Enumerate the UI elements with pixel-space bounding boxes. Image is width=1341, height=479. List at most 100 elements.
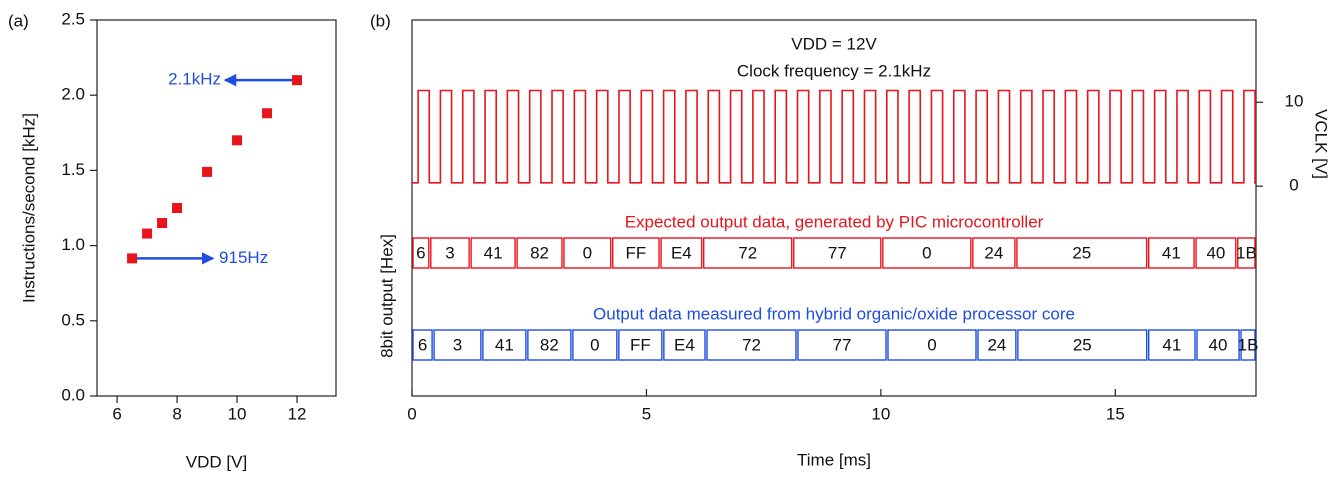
- bus-segment: [1147, 237, 1195, 269]
- x-tick-label: 10: [228, 404, 247, 423]
- bus-value: 24: [987, 335, 1006, 354]
- chart-title: VDD = 12V: [791, 34, 877, 53]
- y-tick-label: 2.5: [61, 9, 85, 28]
- bus-segment: [1016, 237, 1148, 269]
- bus-segment: [412, 329, 433, 361]
- bus-value: 0: [922, 243, 931, 262]
- y2-tick-label: 10: [1285, 92, 1304, 111]
- bus-segment: [663, 329, 706, 361]
- x-tick-label: 8: [172, 404, 181, 423]
- bus-segment: [972, 237, 1016, 269]
- y2-axis-label: VCLK [V]: [1312, 109, 1331, 179]
- bus-value: 41: [495, 335, 514, 354]
- bus-name: Expected output data, generated by PIC m…: [625, 212, 1044, 231]
- bus-segment: [572, 329, 618, 361]
- data-point: [292, 75, 303, 86]
- x-axis-label: Time [ms]: [797, 450, 871, 469]
- x-tick-label: 15: [1106, 404, 1125, 423]
- bus-value: E4: [674, 335, 695, 354]
- chart-subtitle: Clock frequency = 2.1kHz: [737, 61, 931, 80]
- bus-value: 0: [583, 243, 592, 262]
- panel-label: (a): [8, 11, 29, 30]
- data-point: [157, 218, 168, 229]
- y-tick-label: 1.0: [61, 235, 85, 254]
- bus-name: Output data measured from hybrid organic…: [593, 304, 1075, 323]
- bus-segment: [797, 329, 887, 361]
- x-tick-label: 10: [871, 404, 890, 423]
- bus-segment: [1240, 329, 1256, 361]
- bus-value: 0: [590, 335, 599, 354]
- plot-frame: [96, 19, 337, 397]
- bus-segment: [793, 237, 882, 269]
- x-tick-label: 12: [288, 404, 307, 423]
- bus-value: 40: [1209, 335, 1228, 354]
- y-tick-label: 2.0: [61, 85, 85, 104]
- bus-value: 25: [1073, 335, 1092, 354]
- bus-segment: [433, 329, 482, 361]
- y-axis-label: Instructions/second [kHz]: [19, 113, 38, 303]
- bus-segment: [1147, 329, 1196, 361]
- bus-segment: [660, 237, 703, 269]
- bus-segment: [706, 329, 797, 361]
- annotation-text: 915Hz: [219, 248, 268, 267]
- bus-value: 1B: [1238, 335, 1259, 354]
- bus-segment: [482, 329, 527, 361]
- bus-value: 6: [416, 243, 425, 262]
- bus-value: 25: [1072, 243, 1091, 262]
- x-axis-label: VDD [V]: [186, 452, 247, 471]
- bus-segment: [887, 329, 977, 361]
- bus-segment: [618, 329, 663, 361]
- bus-segment: [703, 237, 793, 269]
- bus-value: 3: [445, 243, 454, 262]
- y-tick-label: 1.5: [61, 160, 85, 179]
- bus-segment: [1017, 329, 1148, 361]
- data-point: [142, 228, 153, 239]
- bus-segment: [977, 329, 1017, 361]
- bus-value: FF: [630, 335, 651, 354]
- bus-segment: [1195, 237, 1237, 269]
- bus-value: 72: [738, 243, 757, 262]
- bus-segment: [1237, 237, 1256, 269]
- y2-tick-label: 0: [1289, 176, 1298, 195]
- x-tick-label: 5: [642, 404, 651, 423]
- data-point: [127, 253, 138, 264]
- y-tick-label: 0.0: [61, 385, 85, 404]
- bus-value: 40: [1206, 243, 1225, 262]
- bus-value: 6: [418, 335, 427, 354]
- y-tick-label: 0.5: [61, 310, 85, 329]
- bus-segment: [1196, 329, 1240, 361]
- x-tick-label: 0: [407, 404, 416, 423]
- y-axis-label: 8bit output [Hex]: [377, 234, 396, 358]
- bus-value: FF: [626, 243, 647, 262]
- bus-value: 82: [540, 335, 559, 354]
- data-point: [262, 108, 273, 119]
- bus-value: E4: [671, 243, 692, 262]
- bus-segment: [527, 329, 572, 361]
- data-point: [202, 166, 213, 177]
- bus-segment: [470, 237, 516, 269]
- bus-value: 1B: [1236, 243, 1257, 262]
- bus-value: 0: [927, 335, 936, 354]
- bus-value: 24: [984, 243, 1003, 262]
- bus-value: 41: [1162, 243, 1181, 262]
- data-point: [232, 135, 243, 146]
- clock-waveform: [412, 89, 1256, 184]
- bus-segment: [882, 237, 972, 269]
- bus-value: 3: [453, 335, 462, 354]
- bus-segment: [412, 237, 430, 269]
- annotation-text: 2.1kHz: [168, 70, 221, 89]
- bus-segment: [430, 237, 470, 269]
- x-tick-label: 6: [112, 404, 121, 423]
- bus-segment: [563, 237, 612, 269]
- data-point: [172, 203, 183, 213]
- bus-value: 77: [828, 243, 847, 262]
- bus-segment: [516, 237, 563, 269]
- plot-frame: [411, 19, 1257, 397]
- bus-value: 72: [742, 335, 761, 354]
- panel-label: (b): [370, 11, 391, 30]
- bus-value: 82: [530, 243, 549, 262]
- bus-value: 41: [484, 243, 503, 262]
- bus-value: 41: [1162, 335, 1181, 354]
- bus-segment: [612, 237, 660, 269]
